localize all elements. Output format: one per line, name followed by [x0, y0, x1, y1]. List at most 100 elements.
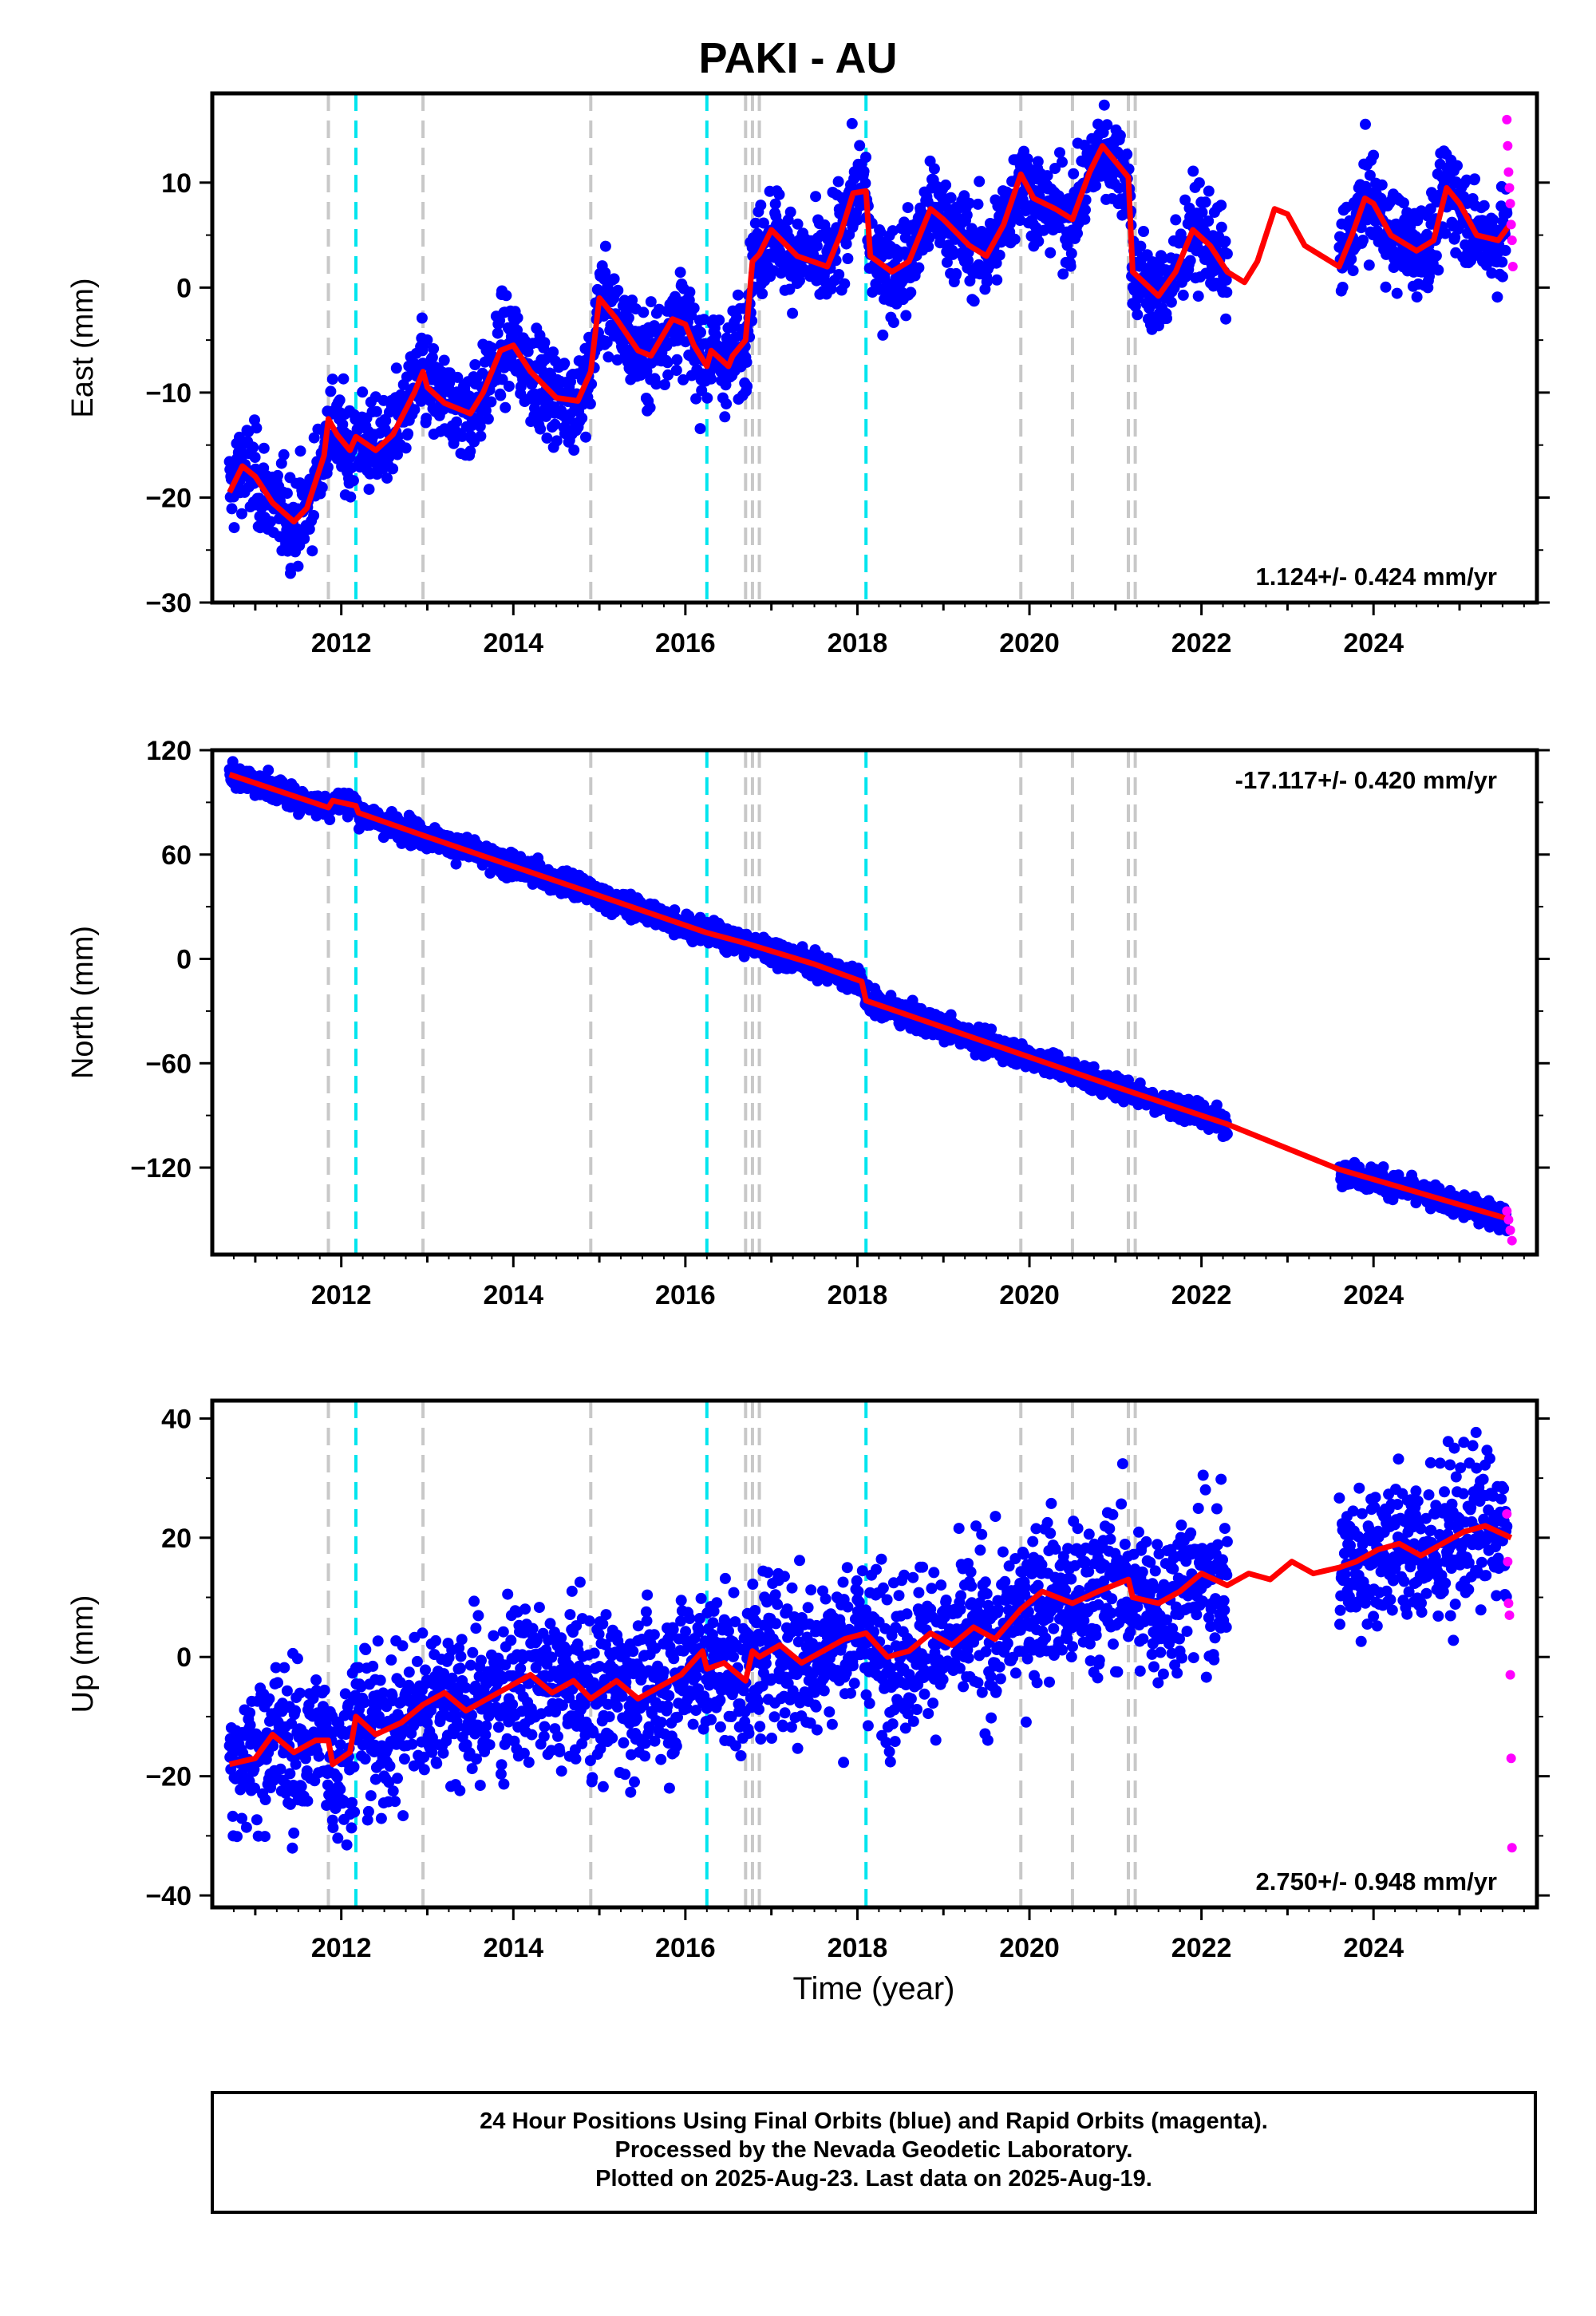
y-axis-label: East (mm)	[66, 278, 100, 417]
final-orbit-point	[887, 225, 899, 237]
final-orbit-point	[928, 163, 940, 175]
final-orbit-point	[226, 503, 238, 515]
final-orbit-point	[292, 560, 304, 572]
final-orbit-point	[1041, 170, 1053, 182]
final-orbit-point	[701, 392, 713, 404]
final-orbit-point	[1380, 281, 1392, 293]
final-orbit-point	[1088, 1061, 1100, 1073]
final-orbit-point	[612, 284, 624, 296]
final-orbit-point	[325, 385, 337, 397]
final-orbit-point	[584, 398, 596, 409]
final-orbit-point	[347, 475, 359, 487]
chart-title: PAKI - AU	[698, 34, 898, 82]
final-orbit-point	[1138, 226, 1149, 237]
x-tick-label: 2018	[828, 628, 888, 658]
final-orbit-point	[922, 240, 934, 252]
final-orbit-point	[1421, 228, 1433, 240]
final-orbit-point	[265, 516, 277, 528]
final-orbit-point	[547, 346, 559, 358]
final-orbit-point	[390, 362, 402, 374]
final-orbit-point	[741, 381, 753, 393]
final-orbit-point	[236, 508, 247, 520]
final-orbit-point	[599, 240, 611, 252]
rapid-orbit-point	[1504, 183, 1515, 193]
final-orbit-point	[940, 179, 952, 191]
final-orbit-point	[1499, 244, 1511, 256]
final-orbit-point	[278, 449, 290, 460]
final-orbit-point	[887, 317, 899, 328]
final-orbit-point	[541, 432, 553, 444]
rapid-orbit-point	[1505, 199, 1515, 209]
final-orbit-point	[710, 329, 721, 341]
final-orbit-point	[1057, 268, 1069, 280]
final-orbit-point	[496, 373, 508, 385]
final-orbit-point	[258, 442, 270, 454]
final-orbit-point	[650, 378, 662, 390]
final-orbit-point	[1121, 148, 1133, 160]
final-orbit-point	[963, 197, 975, 209]
y-tick-label: −10	[145, 378, 192, 409]
final-orbit-point	[1487, 214, 1499, 226]
final-orbit-point	[1411, 291, 1423, 303]
final-orbit-point	[380, 415, 392, 427]
final-orbit-point	[1219, 235, 1231, 247]
final-orbit-point	[1220, 274, 1232, 286]
final-orbit-point	[1165, 296, 1177, 308]
final-orbit-point	[444, 377, 456, 389]
final-orbit-point	[1045, 247, 1057, 259]
final-orbit-point	[601, 337, 613, 349]
final-orbit-point	[860, 152, 871, 163]
final-orbit-point	[696, 385, 708, 397]
final-orbit-point	[923, 232, 935, 244]
final-orbit-point	[1215, 221, 1227, 233]
final-orbit-point	[902, 202, 914, 214]
final-orbit-point	[294, 445, 306, 457]
final-orbit-point	[854, 140, 866, 152]
final-orbit-point	[662, 369, 674, 381]
final-orbit-point	[1221, 287, 1233, 298]
final-orbit-point	[1452, 160, 1463, 172]
final-orbit-point	[1432, 264, 1444, 276]
final-orbit-point	[568, 445, 580, 456]
final-orbit-point	[522, 346, 534, 358]
final-orbit-point	[492, 327, 504, 339]
final-orbit-point	[1221, 1128, 1233, 1140]
y-tick-label: −30	[145, 588, 192, 619]
final-orbit-point	[1440, 227, 1452, 239]
rapid-orbit-point	[1506, 219, 1516, 230]
final-orbit-point	[626, 294, 638, 306]
final-orbit-point	[1203, 215, 1215, 227]
final-orbit-point	[670, 365, 682, 376]
final-orbit-point	[1009, 233, 1021, 245]
final-orbit-point	[858, 165, 870, 177]
final-orbit-point	[539, 337, 551, 349]
final-orbit-point	[968, 295, 980, 307]
y-tick-label: −20	[145, 483, 192, 513]
final-orbit-point	[1079, 213, 1091, 225]
final-orbit-point	[846, 117, 858, 129]
final-orbit-point	[1391, 287, 1403, 299]
final-orbit-point	[757, 288, 768, 299]
final-orbit-point	[981, 276, 993, 288]
final-orbit-point	[608, 273, 620, 285]
final-orbit-point	[251, 422, 263, 434]
final-orbit-point	[421, 334, 433, 346]
final-orbit-point	[773, 188, 785, 200]
final-orbit-point	[832, 176, 844, 188]
final-orbit-point	[662, 357, 674, 369]
final-orbit-point	[1345, 253, 1357, 265]
rapid-orbit-point	[1502, 114, 1512, 124]
final-orbit-point	[306, 545, 318, 557]
rapid-orbit-point	[1503, 140, 1513, 151]
final-orbit-point	[721, 398, 733, 410]
final-orbit-point	[698, 314, 710, 326]
final-orbit-point	[322, 461, 334, 473]
final-orbit-point	[749, 217, 761, 229]
x-tick-label: 2022	[1171, 628, 1232, 658]
final-orbit-point	[1363, 259, 1375, 271]
final-orbit-point	[945, 192, 957, 204]
final-orbit-point	[512, 324, 523, 336]
final-orbit-point	[713, 314, 725, 326]
final-orbit-point	[450, 858, 462, 870]
